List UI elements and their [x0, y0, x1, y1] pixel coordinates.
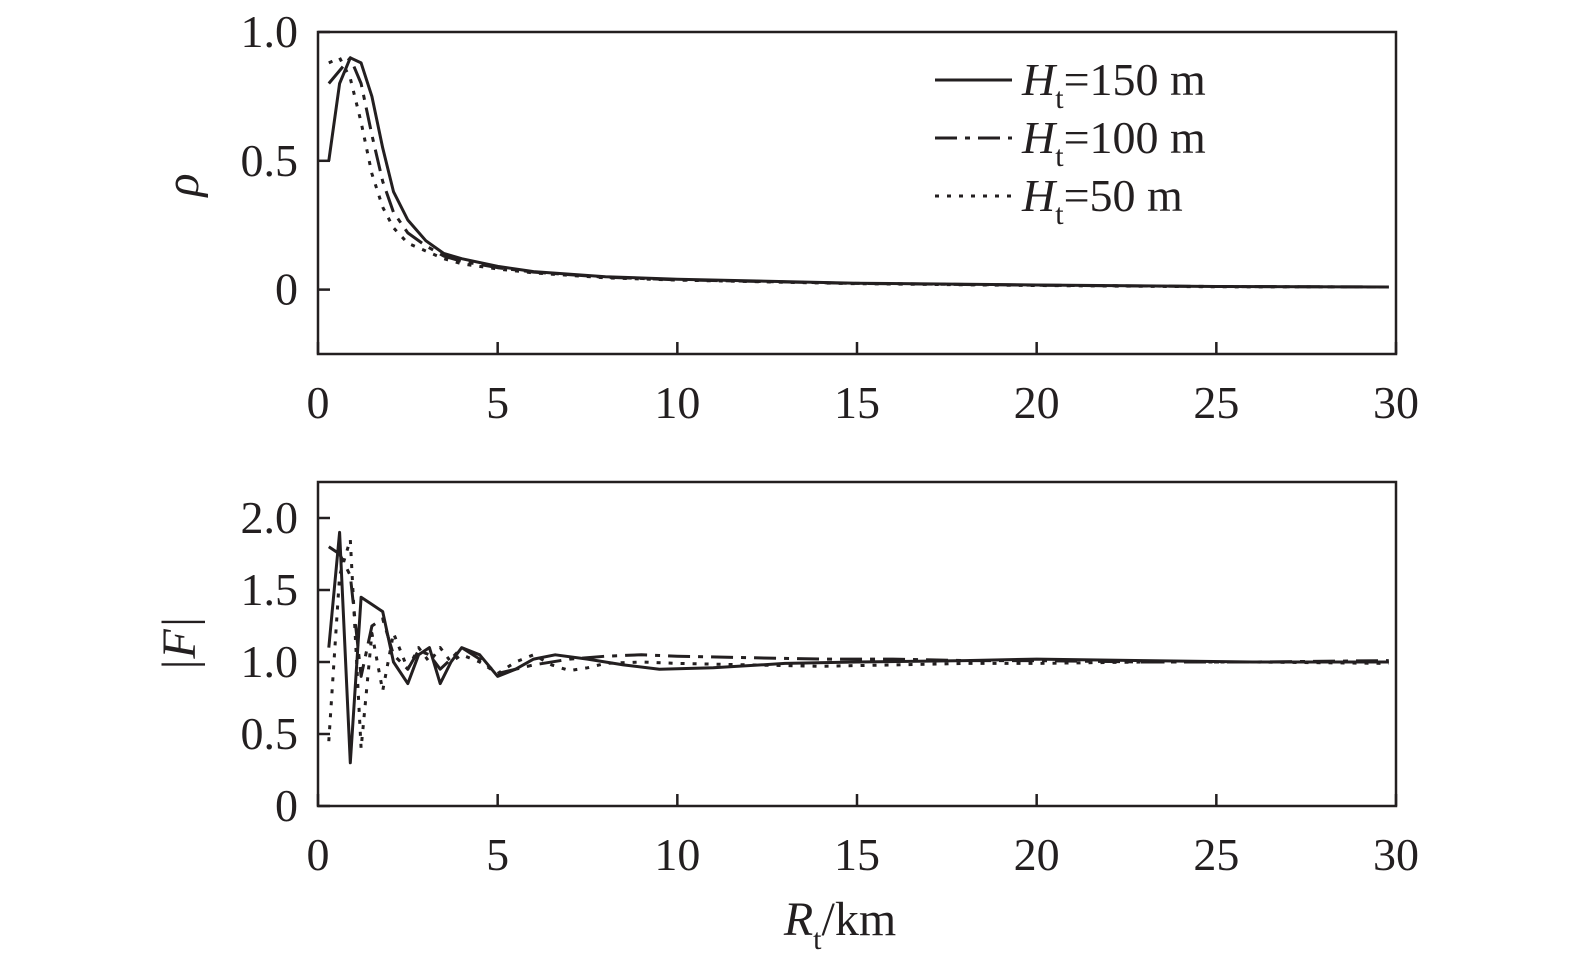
f-x-tick-label: 10 — [654, 829, 700, 880]
rho-y-axis-label: ρ — [156, 173, 209, 198]
rho-y-tick-label: 0.5 — [241, 135, 299, 186]
f-x-tick-label: 15 — [834, 829, 880, 880]
rho-x-ticks: 0 5 10 15 20 25 30 — [307, 342, 1419, 428]
rho-x-tick-label: 0 — [307, 377, 330, 428]
f-series-line-dashdot — [327, 545, 1389, 678]
f-series-line-solid — [327, 530, 1389, 765]
f-x-tick-label: 20 — [1014, 829, 1060, 880]
rho-x-tick-label: 15 — [834, 377, 880, 428]
rho-x-tick-label: 20 — [1014, 377, 1060, 428]
x-axis-label-main: R — [783, 893, 813, 946]
f-y-tick-label: 1.0 — [241, 636, 299, 687]
f-y-tick-label: 2.0 — [241, 492, 299, 543]
legend-label: Ht=100 m — [1021, 112, 1206, 173]
rho-series-line-dashdot — [327, 56, 1389, 289]
x-axis-label-unit: /km — [822, 893, 897, 946]
x-axis-label-sub: t — [813, 923, 822, 956]
f-y-tick-label: 1.5 — [241, 564, 299, 615]
f-x-tick-label: 25 — [1193, 829, 1239, 880]
legend: Ht=150 mHt=100 mHt=50 m — [935, 54, 1206, 231]
rho-series-line-solid — [327, 56, 1389, 289]
rho-y-tick-label: 1.0 — [241, 6, 299, 57]
rho-x-tick-label: 30 — [1373, 377, 1419, 428]
x-axis-label: Rt/km — [783, 893, 896, 956]
f-x-tick-label: 30 — [1373, 829, 1419, 880]
rho-series-line-dotted — [328, 56, 1389, 289]
f-series-group — [327, 530, 1389, 765]
f-y-tick-label: 0.5 — [241, 708, 299, 759]
rho-chart-frame — [316, 30, 1398, 356]
f-y-ticks: 2.0 1.5 1.0 0.5 0 — [241, 492, 330, 831]
rho-x-tick-label: 25 — [1193, 377, 1239, 428]
rho-series-group — [327, 56, 1389, 289]
rho-y-ticks: 1.0 0.5 0 — [241, 6, 330, 315]
rho-x-tick-label: 5 — [486, 377, 509, 428]
f-y-tick-label: 0 — [275, 780, 298, 831]
legend-label: Ht=150 m — [1021, 54, 1206, 115]
f-x-tick-label: 0 — [307, 829, 330, 880]
f-x-ticks: 0 5 10 15 20 25 30 — [307, 794, 1419, 880]
legend-label: Ht=50 m — [1021, 170, 1183, 231]
rho-x-tick-label: 10 — [654, 377, 700, 428]
f-series-line-dotted — [327, 538, 1389, 750]
rho-chart: 0 5 10 15 20 25 30 1.0 0.5 0 ρ Ht=150 mHt=100 mH… — [156, 6, 1419, 428]
f-chart-frame — [316, 480, 1398, 808]
f-y-axis-label: |F| — [153, 616, 206, 672]
f-x-tick-label: 5 — [486, 829, 509, 880]
rho-y-tick-label: 0 — [275, 264, 298, 315]
f-magnitude-chart: 0 5 10 15 20 25 30 2.0 1.5 1.0 0.5 0 |F| Rt/km — [153, 480, 1419, 956]
